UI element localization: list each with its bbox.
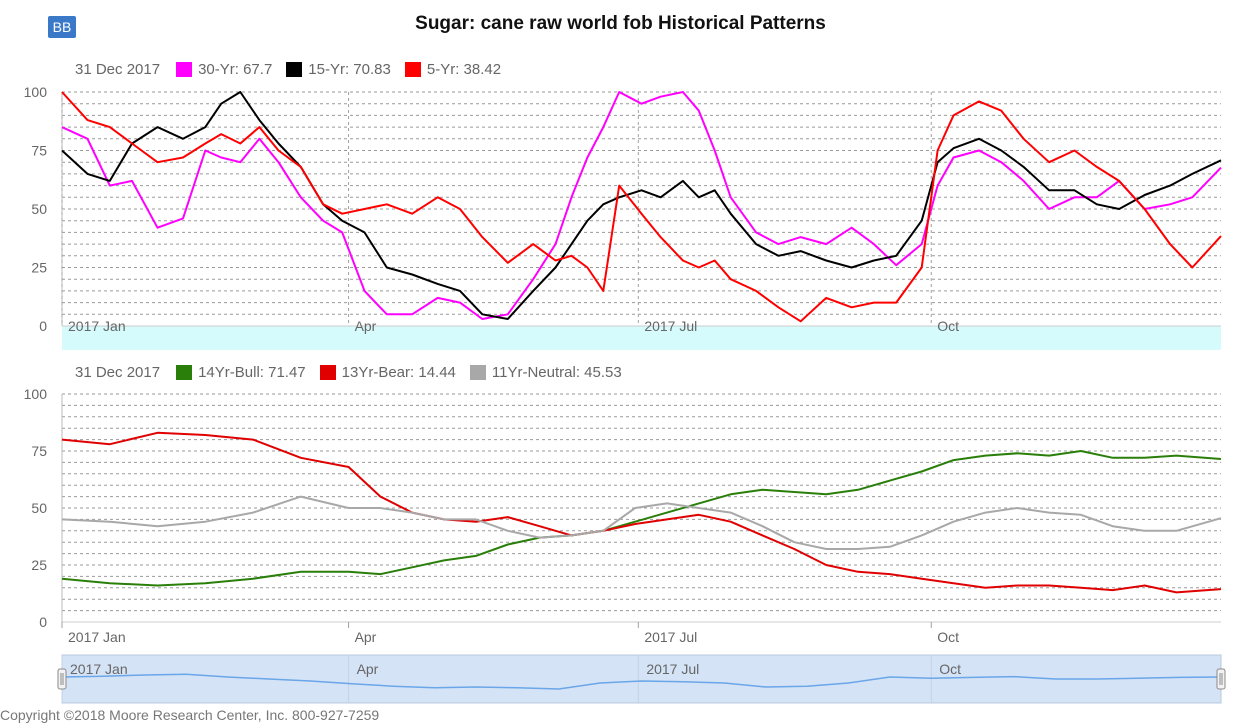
legend-label: 11Yr-Neutral: 45.53	[491, 364, 622, 381]
navigator-label: Oct	[939, 661, 961, 677]
legend-swatch	[469, 365, 486, 380]
legend-panel-2: 31 Dec 2017 14Yr-Bull: 71.47 13Yr-Bear: …	[75, 364, 636, 381]
y-tick-label: 25	[31, 557, 47, 573]
y-tick-label: 25	[31, 260, 47, 276]
menu-badge-button[interactable]: BB	[48, 16, 76, 38]
y-tick-label: 50	[31, 201, 47, 217]
y-tick-label: 75	[31, 443, 47, 459]
x-tick-label: Oct	[937, 318, 959, 334]
y-tick-label: 50	[31, 500, 47, 516]
series-line-11yr-neutral	[61, 495, 1222, 550]
y-tick-label: 100	[24, 386, 48, 402]
y-tick-label: 0	[39, 318, 47, 334]
y-tick-label: 100	[24, 84, 48, 100]
legend-item-bull[interactable]: 14Yr-Bull: 71.47	[176, 364, 306, 381]
legend-swatch	[176, 365, 193, 380]
timeline-band	[62, 326, 1221, 350]
series-line-5-yr	[61, 91, 1222, 323]
navigator-label: 2017 Jan	[70, 661, 128, 677]
legend-label: 30-Yr: 67.7	[198, 61, 273, 78]
x-tick-label: Apr	[355, 318, 377, 334]
chart-title: Sugar: cane raw world fob Historical Pat…	[415, 13, 826, 34]
legend-swatch	[286, 62, 303, 77]
legend-label: 13Yr-Bear: 14.44	[341, 364, 456, 381]
legend-date: 31 Dec 2017	[75, 61, 161, 78]
y-tick-label: 75	[31, 143, 47, 159]
chart-panel-2: 0 25 50 75 100 2017 Jan Apr 2017 Jul Oct	[24, 386, 1222, 645]
x-tick-label: Oct	[937, 629, 959, 645]
copyright-text: Copyright ©2018 Moore Research Center, I…	[0, 707, 380, 723]
navigator-label: 2017 Jul	[646, 661, 699, 677]
series-line-14yr-bull	[61, 450, 1222, 587]
legend-panel-1: 31 Dec 2017 30-Yr: 67.7 15-Yr: 70.83 5-Y…	[75, 61, 515, 78]
legend-item-15yr[interactable]: 15-Yr: 70.83	[286, 61, 391, 78]
series-line-13yr-bear	[61, 431, 1222, 594]
legend-label: 15-Yr: 70.83	[308, 61, 391, 78]
legend-swatch	[319, 365, 336, 380]
legend-label: 14Yr-Bull: 71.47	[198, 364, 306, 381]
navigator-label: Apr	[357, 661, 379, 677]
legend-label: 5-Yr: 38.42	[426, 61, 502, 78]
legend-date: 31 Dec 2017	[75, 364, 161, 381]
navigator-right-handle[interactable]	[1216, 668, 1226, 690]
x-tick-label: 2017 Jan	[68, 318, 126, 334]
legend-swatch	[176, 62, 193, 77]
series-line-15-yr	[61, 91, 1222, 320]
legend-item-5yr[interactable]: 5-Yr: 38.42	[404, 61, 502, 78]
legend-item-bear[interactable]: 13Yr-Bear: 14.44	[319, 364, 456, 381]
range-navigator[interactable]: 2017 Jan Apr 2017 Jul Oct	[57, 654, 1226, 704]
x-tick-label: 2017 Jul	[644, 318, 697, 334]
x-tick-label: Apr	[355, 629, 377, 645]
navigator-left-handle[interactable]	[57, 668, 67, 690]
navigator-line	[61, 673, 1222, 690]
x-tick-label: 2017 Jul	[644, 629, 697, 645]
legend-item-30yr[interactable]: 30-Yr: 67.7	[176, 61, 272, 78]
series-line-30-yr	[61, 91, 1222, 320]
y-tick-label: 0	[39, 614, 47, 630]
chart-panel-1: 0 25 50 75 100 2017 Jan Apr 2017 Jul Oct	[24, 84, 1222, 350]
legend-swatch	[404, 62, 421, 77]
legend-item-neutral[interactable]: 11Yr-Neutral: 45.53	[469, 364, 622, 381]
x-tick-label: 2017 Jan	[68, 629, 126, 645]
